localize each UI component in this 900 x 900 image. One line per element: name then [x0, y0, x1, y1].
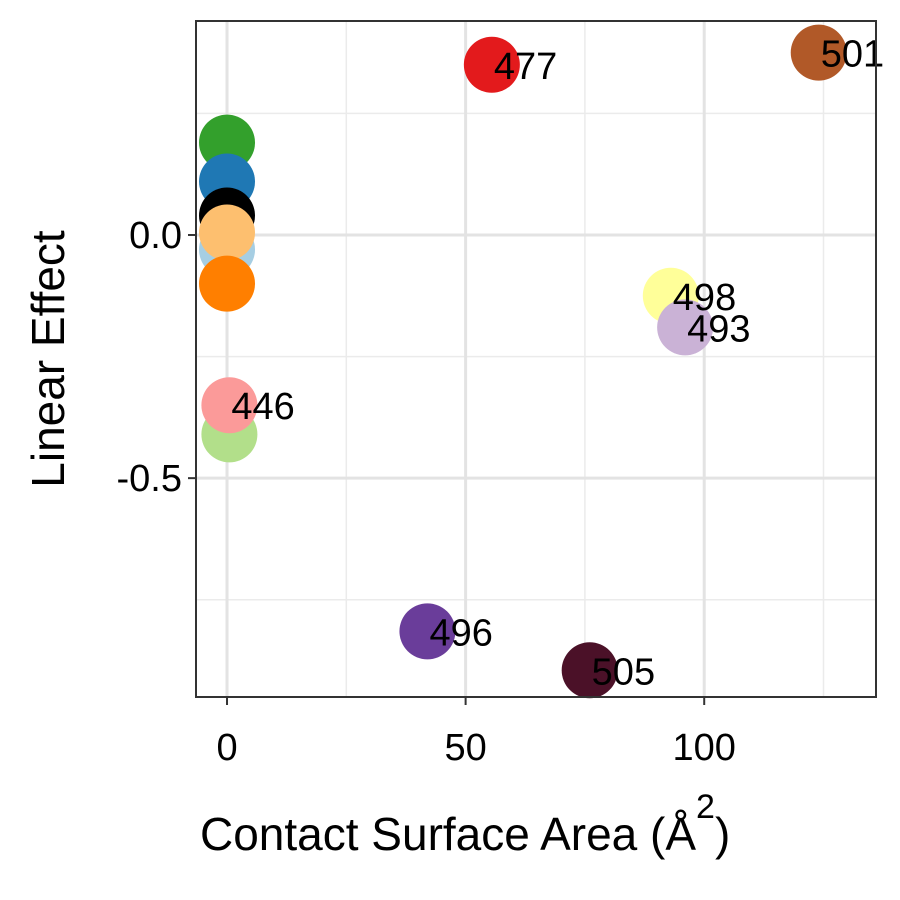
- y-tick-label: 0.0: [129, 215, 182, 257]
- data-point: [790, 24, 847, 81]
- panel-border: [195, 20, 877, 698]
- point-label: 501: [821, 34, 884, 76]
- point-label: 446: [231, 386, 294, 428]
- data-points: [199, 24, 847, 699]
- x-tick-label: 50: [444, 727, 486, 769]
- data-point: [399, 603, 456, 660]
- y-tick-label: -0.5: [117, 458, 182, 500]
- data-point: [201, 377, 258, 434]
- y-axis-ticks: 0.0 -0.5: [117, 215, 196, 500]
- minor-grid: [196, 21, 876, 697]
- x-axis-ticks: 0 50 100: [216, 697, 736, 769]
- data-point: [463, 36, 520, 93]
- x-axis-title-close: ): [715, 808, 730, 860]
- point-label: 496: [429, 612, 492, 654]
- y-axis-title: Linear Effect: [22, 230, 74, 488]
- data-point: [199, 204, 256, 261]
- panel-background: [196, 21, 876, 697]
- x-axis-title: Contact Surface Area (Å2): [200, 788, 730, 860]
- point-label: 493: [687, 308, 750, 350]
- point-label: 505: [592, 651, 655, 693]
- data-point: [657, 299, 714, 356]
- data-point: [199, 255, 256, 312]
- x-axis-title-main: Contact Surface Area (Å: [200, 808, 696, 860]
- x-tick-label: 100: [673, 727, 736, 769]
- point-label: 498: [673, 277, 736, 319]
- data-point: [199, 114, 256, 171]
- x-axis-title-superscript: 2: [696, 788, 715, 826]
- x-tick-label: 0: [216, 727, 237, 769]
- point-label: 477: [494, 46, 557, 88]
- data-point: [561, 642, 618, 699]
